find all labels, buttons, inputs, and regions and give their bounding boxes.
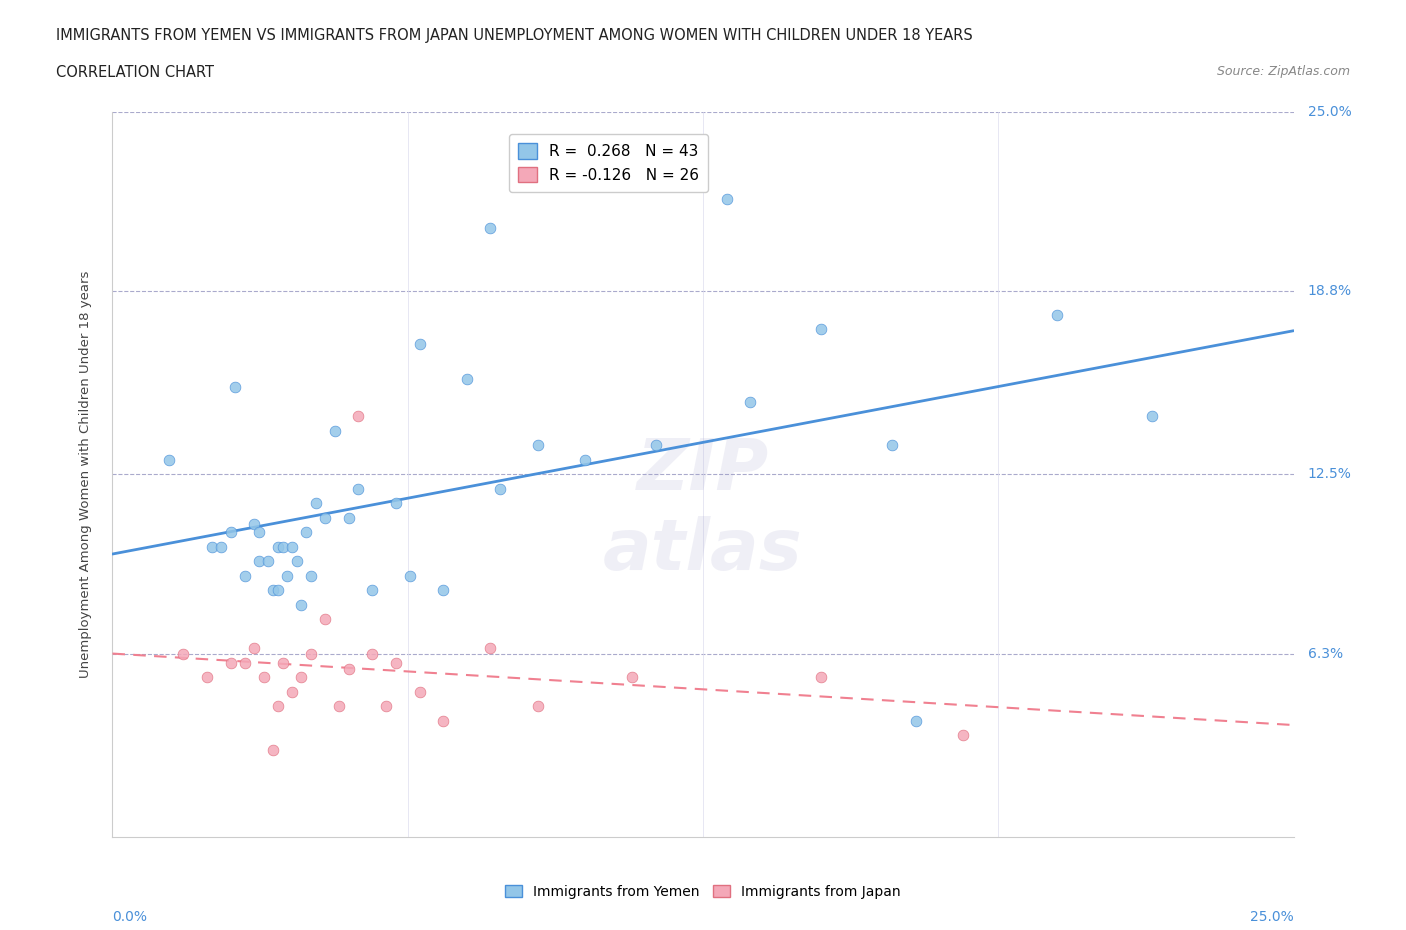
Point: [489, 482, 512, 497]
Point: [323, 423, 346, 438]
Text: 0.0%: 0.0%: [112, 910, 148, 923]
Text: 12.5%: 12.5%: [1308, 467, 1351, 482]
Text: IMMIGRANTS FROM YEMEN VS IMMIGRANTS FROM JAPAN UNEMPLOYMENT AMONG WOMEN WITH CHI: IMMIGRANTS FROM YEMEN VS IMMIGRANTS FROM…: [56, 28, 973, 43]
Point: [347, 409, 370, 424]
Point: [247, 525, 270, 539]
Point: [243, 641, 266, 656]
Text: 18.8%: 18.8%: [1308, 285, 1351, 299]
Point: [233, 656, 256, 671]
Point: [267, 583, 290, 598]
Point: [479, 641, 502, 656]
Point: [1140, 409, 1163, 424]
Point: [375, 699, 398, 714]
Point: [740, 394, 762, 409]
Point: [281, 684, 304, 699]
Point: [295, 525, 318, 539]
Point: [233, 568, 256, 583]
Legend: R =  0.268   N = 43, R = -0.126   N = 26: R = 0.268 N = 43, R = -0.126 N = 26: [509, 134, 709, 192]
Point: [621, 670, 644, 684]
Point: [337, 661, 360, 676]
Point: [290, 670, 312, 684]
Point: [271, 539, 294, 554]
Point: [262, 742, 284, 757]
Point: [810, 322, 832, 337]
Point: [290, 597, 312, 612]
Point: [810, 670, 832, 684]
Point: [337, 511, 360, 525]
Point: [172, 646, 194, 661]
Point: [328, 699, 350, 714]
Point: [880, 438, 903, 453]
Point: [952, 728, 974, 743]
Point: [271, 656, 294, 671]
Point: [361, 583, 384, 598]
Point: [347, 482, 370, 497]
Point: [157, 452, 180, 467]
Point: [219, 656, 242, 671]
Point: [904, 713, 927, 728]
Point: [716, 192, 738, 206]
Text: CORRELATION CHART: CORRELATION CHART: [56, 65, 214, 80]
Point: [201, 539, 224, 554]
Point: [399, 568, 422, 583]
Point: [526, 699, 548, 714]
Point: [432, 713, 454, 728]
Point: [574, 452, 596, 467]
Point: [314, 612, 336, 627]
Point: [267, 699, 290, 714]
Point: [314, 511, 336, 525]
Point: [385, 656, 408, 671]
Point: [195, 670, 218, 684]
Point: [408, 337, 430, 352]
Point: [644, 438, 666, 453]
Point: [253, 670, 276, 684]
Point: [285, 554, 308, 569]
Legend: Immigrants from Yemen, Immigrants from Japan: Immigrants from Yemen, Immigrants from J…: [499, 880, 907, 905]
Point: [257, 554, 280, 569]
Point: [432, 583, 454, 598]
Point: [243, 516, 266, 531]
Text: ZIP
atlas: ZIP atlas: [603, 436, 803, 585]
Text: 6.3%: 6.3%: [1308, 647, 1343, 661]
Point: [361, 646, 384, 661]
Point: [456, 371, 478, 386]
Point: [1046, 307, 1069, 322]
Point: [209, 539, 232, 554]
Point: [262, 583, 284, 598]
Point: [385, 496, 408, 511]
Text: Source: ZipAtlas.com: Source: ZipAtlas.com: [1216, 65, 1350, 78]
Point: [408, 684, 430, 699]
Point: [304, 496, 326, 511]
Point: [276, 568, 298, 583]
Point: [224, 379, 246, 394]
Point: [299, 568, 322, 583]
Point: [299, 646, 322, 661]
Point: [281, 539, 304, 554]
Text: 25.0%: 25.0%: [1250, 910, 1294, 923]
Point: [247, 554, 270, 569]
Point: [526, 438, 548, 453]
Point: [267, 539, 290, 554]
Point: [219, 525, 242, 539]
Y-axis label: Unemployment Among Women with Children Under 18 years: Unemployment Among Women with Children U…: [79, 271, 91, 678]
Point: [479, 220, 502, 235]
Text: 25.0%: 25.0%: [1308, 104, 1351, 119]
